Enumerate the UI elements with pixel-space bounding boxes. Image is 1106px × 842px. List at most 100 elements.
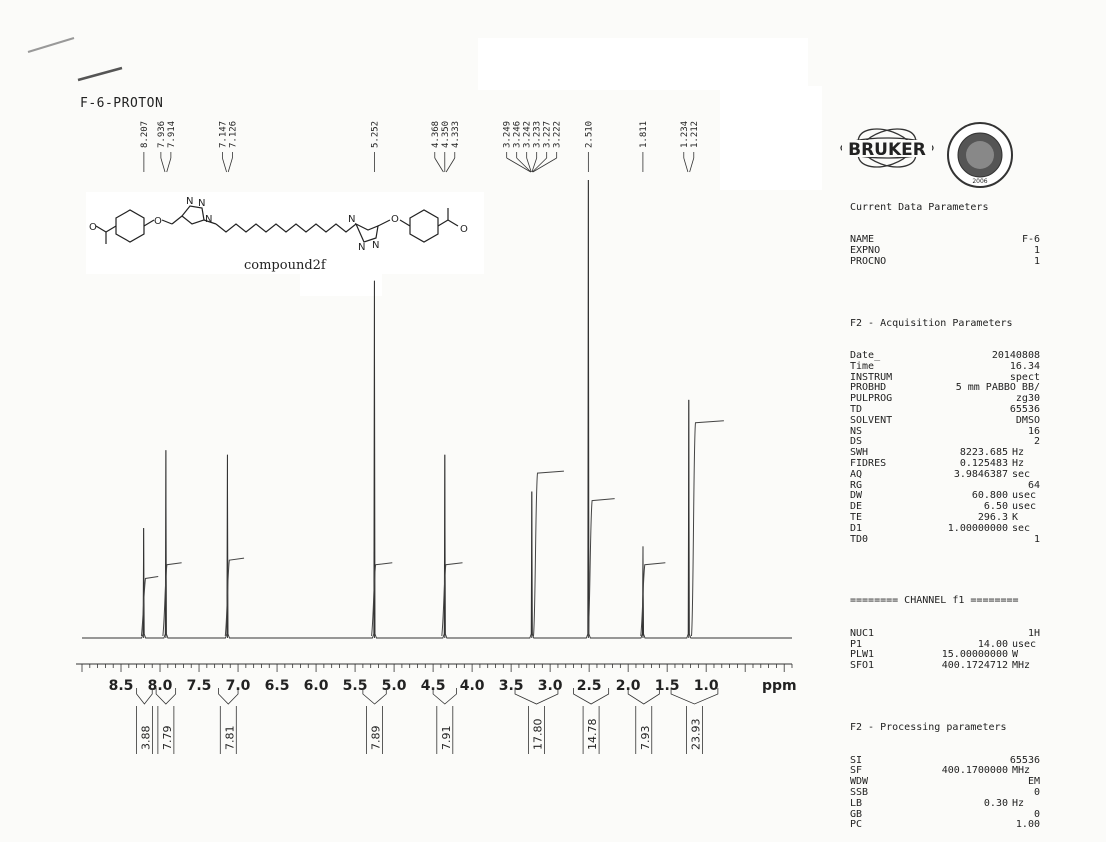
integral-curve-group	[141, 421, 723, 636]
integral-value: 7.89	[370, 726, 383, 751]
svg-text:N: N	[358, 242, 365, 253]
peak-label: 3.233	[533, 121, 543, 148]
param-key: SFO1	[850, 661, 874, 672]
param-value: 1	[1034, 257, 1040, 268]
axis-tick-label: 1.0	[694, 678, 719, 694]
integral-curve	[691, 421, 723, 636]
param-value: 1.00	[1016, 820, 1040, 831]
param-key: D1	[850, 524, 862, 535]
param-key: Time	[850, 362, 874, 373]
peak-label: 8.207	[140, 121, 150, 148]
param-unit: Hz	[1012, 799, 1024, 810]
integral-value: 3.88	[139, 726, 152, 751]
svg-text:N: N	[205, 214, 212, 225]
axis-tick-label: 5.5	[343, 678, 368, 694]
peak-label: 7.147	[218, 121, 228, 148]
integral-value: 7.81	[223, 726, 236, 751]
peak-label: 3.242	[523, 121, 533, 148]
peak-leader	[167, 158, 171, 172]
param-row: WDW EM	[850, 777, 1040, 788]
integral-value: 14.78	[586, 719, 599, 751]
axis-tick-label: 8.0	[148, 678, 173, 694]
channel-header: ======== CHANNEL f1 ========	[850, 596, 1040, 607]
param-value: 1	[1034, 535, 1040, 546]
peak-label: 4.368	[431, 121, 441, 148]
param-key: SSB	[850, 788, 868, 799]
peak-leader	[222, 158, 226, 172]
axis-tick-label: 5.0	[382, 678, 407, 694]
svg-text:O: O	[154, 216, 162, 227]
peak-leader	[690, 158, 694, 172]
param-value: 400.1700000	[942, 766, 1008, 777]
param-row: AQ 3.9846387 sec	[850, 470, 1040, 481]
param-value: 400.1724712	[942, 661, 1008, 672]
integral-group: 3.88 7.79 7.81 7.89 7.91 17.80 14.78 7.93 23.93	[136, 688, 717, 754]
param-key: PROCNO	[850, 257, 886, 268]
integral-curve	[641, 563, 666, 636]
integral-curve	[588, 499, 615, 636]
svg-text:O: O	[391, 214, 399, 225]
peak-label: 2.510	[584, 121, 594, 148]
param-row: SSB 0	[850, 788, 1040, 799]
integral-value: 23.93	[689, 719, 702, 751]
param-value: 1.00000000	[948, 524, 1008, 535]
current-params-header: Current Data Parameters	[850, 203, 1040, 214]
integral-value: 17.80	[531, 719, 544, 751]
bruker-logo: BRUKER	[832, 128, 942, 168]
param-value: 0	[1034, 810, 1040, 821]
integral-curve	[533, 471, 563, 636]
param-value: 0	[1034, 788, 1040, 799]
integral-value: 7.93	[639, 726, 652, 751]
acquisition-params-header: F2 - Acquisition Parameters	[850, 319, 1040, 330]
param-key: PC	[850, 820, 862, 831]
peak-label: 7.936	[157, 121, 167, 148]
param-key: AQ	[850, 470, 862, 481]
param-value: DMSO	[1016, 416, 1040, 427]
axis-tick-label: 1.5	[655, 678, 680, 694]
axis-tick-label: 3.0	[538, 678, 563, 694]
processing-params-header: F2 - Processing parameters	[850, 723, 1040, 734]
peak-label: 3.222	[553, 121, 563, 148]
axis-tick-label: 4.0	[460, 678, 485, 694]
param-key: SOLVENT	[850, 416, 892, 427]
peak-leader	[228, 158, 232, 172]
axis-tick-label: 2.5	[577, 678, 602, 694]
svg-text:O: O	[89, 222, 97, 233]
axis-tick-label: 7.5	[187, 678, 212, 694]
integral-value: 7.91	[440, 726, 453, 751]
param-key: WDW	[850, 777, 868, 788]
svg-text:N: N	[186, 196, 193, 207]
peak-label: 7.126	[228, 121, 238, 148]
peak-label: 4.333	[451, 121, 461, 148]
param-value: 0.30	[984, 799, 1008, 810]
param-row: PC 1.00	[850, 820, 1040, 831]
svg-text:N: N	[198, 198, 205, 209]
axis-tick-label: 6.0	[304, 678, 329, 694]
param-value: 1	[1034, 246, 1040, 257]
param-row: PROCNO 1	[850, 257, 1040, 268]
param-row: TD0 1	[850, 535, 1040, 546]
integral-value: 7.79	[161, 726, 174, 751]
svg-text:N: N	[348, 214, 355, 225]
svg-text:N: N	[372, 240, 379, 251]
peak-leader	[684, 158, 688, 172]
peak-label: 4.350	[441, 121, 451, 148]
param-key: TD0	[850, 535, 868, 546]
param-value: 3.9846387	[954, 470, 1008, 481]
peak-label: 3.249	[503, 121, 513, 148]
param-value: EM	[1028, 777, 1040, 788]
peak-label: 5.252	[370, 121, 380, 148]
peak-label: 3.227	[543, 121, 553, 148]
param-row: SOLVENT DMSO	[850, 416, 1040, 427]
x-axis-label: ppm	[762, 678, 797, 694]
param-unit: sec	[1012, 470, 1030, 481]
